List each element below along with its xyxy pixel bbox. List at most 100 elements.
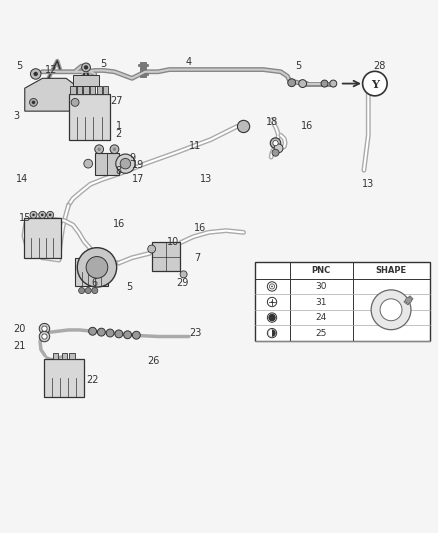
Circle shape [33,72,38,76]
Circle shape [41,214,43,216]
Text: 16: 16 [113,219,125,229]
Circle shape [272,149,279,156]
Circle shape [270,138,280,148]
Bar [151,243,180,271]
Circle shape [78,287,85,294]
Text: 24: 24 [314,313,326,322]
Circle shape [272,141,278,146]
Text: 9: 9 [129,153,135,163]
Text: 19: 19 [132,159,145,169]
Wedge shape [268,329,272,337]
Circle shape [92,287,98,294]
Circle shape [39,212,46,219]
Text: 29: 29 [176,278,188,288]
Bar [70,86,75,94]
Circle shape [274,144,283,153]
Text: 5: 5 [100,59,106,69]
Circle shape [77,248,117,287]
Circle shape [30,212,37,219]
Bar [77,86,82,94]
Circle shape [84,65,88,70]
Bar [53,353,58,359]
Circle shape [86,256,108,278]
Text: 26: 26 [146,357,159,367]
Circle shape [298,79,306,87]
Polygon shape [25,78,84,111]
Text: 13: 13 [200,174,212,184]
Text: 21: 21 [13,341,25,351]
Circle shape [287,79,295,87]
Text: SHAPE: SHAPE [374,266,406,275]
Circle shape [379,299,401,321]
Bar [75,258,108,286]
Circle shape [39,324,49,334]
Text: 4: 4 [185,57,191,67]
Circle shape [97,148,101,151]
Circle shape [49,214,51,216]
Bar [103,86,108,94]
Text: 1: 1 [116,122,122,132]
Circle shape [148,245,155,253]
Text: 20: 20 [13,324,25,334]
Text: PNC: PNC [311,266,330,275]
Text: 7: 7 [194,253,200,263]
Text: 13: 13 [361,179,374,189]
Text: 22: 22 [86,375,99,385]
Circle shape [362,71,386,96]
Text: 8: 8 [116,166,122,176]
Bar [61,353,67,359]
Text: 17: 17 [132,174,145,184]
Circle shape [320,80,327,87]
Circle shape [39,332,49,342]
Text: 5: 5 [127,282,133,292]
Circle shape [71,99,79,107]
Circle shape [84,159,92,168]
Polygon shape [403,296,412,305]
Text: 10: 10 [167,237,179,247]
Text: 25: 25 [314,329,326,337]
Circle shape [30,69,41,79]
Circle shape [29,99,37,107]
Circle shape [113,148,116,151]
Text: 27: 27 [110,96,123,106]
Circle shape [110,145,119,154]
Circle shape [120,158,131,169]
Circle shape [271,301,272,303]
Text: 30: 30 [314,282,326,291]
Circle shape [97,328,105,336]
Circle shape [268,314,275,321]
Circle shape [267,282,276,291]
Text: 11: 11 [189,141,201,151]
Bar [44,359,84,397]
Circle shape [116,154,135,173]
Bar [95,153,119,175]
Text: 5: 5 [16,61,22,71]
Circle shape [180,271,187,278]
Text: 16: 16 [193,223,205,233]
Text: 12: 12 [45,66,57,76]
Circle shape [88,327,96,335]
Circle shape [32,101,35,104]
Circle shape [106,329,114,337]
Bar [68,94,110,140]
Text: 23: 23 [189,328,201,338]
Text: 15: 15 [18,213,31,223]
Bar [24,219,61,258]
Circle shape [267,313,276,322]
Circle shape [85,287,91,294]
Circle shape [237,120,249,133]
Text: 31: 31 [314,297,326,306]
Circle shape [329,80,336,87]
Text: 2: 2 [116,129,122,139]
Circle shape [42,334,47,339]
Bar [73,75,99,86]
Bar [69,353,74,359]
Bar [90,86,95,94]
Circle shape [81,63,90,72]
Circle shape [95,145,103,154]
Circle shape [405,297,410,303]
Circle shape [132,332,140,339]
Text: 18: 18 [265,117,278,127]
Circle shape [46,212,53,219]
Circle shape [267,297,276,306]
